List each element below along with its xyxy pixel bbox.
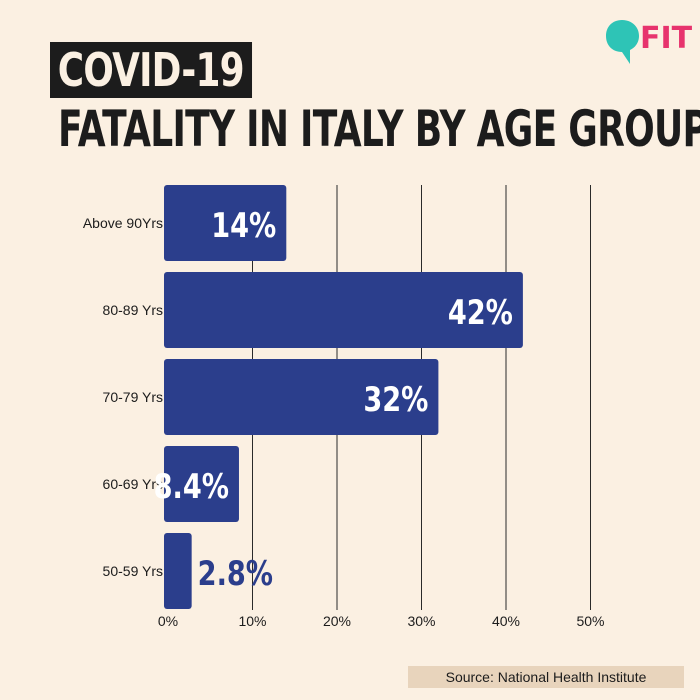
source-note: Source: National Health Institute xyxy=(408,666,684,688)
category-label: Above 90Yrs xyxy=(83,215,163,231)
category-label: 80-89 Yrs xyxy=(103,302,163,318)
category-label: 50-59 Yrs xyxy=(103,563,163,579)
x-tick-label: 50% xyxy=(576,613,604,629)
bar-value-label: 32% xyxy=(363,380,428,420)
x-tick-label: 30% xyxy=(407,613,435,629)
bar xyxy=(164,272,523,348)
bar xyxy=(164,359,439,435)
brand-logo: FIT xyxy=(604,16,692,68)
category-label: 60-69 Yrs xyxy=(103,476,163,492)
x-tick-label: 40% xyxy=(492,613,520,629)
bar xyxy=(164,446,239,522)
x-tick-label: 20% xyxy=(323,613,351,629)
x-tick-label: 10% xyxy=(238,613,266,629)
logo-text: FIT xyxy=(640,21,693,56)
chart-title-line-1: COVID-19 xyxy=(50,42,252,98)
bar xyxy=(164,185,287,261)
bar-value-label: 14% xyxy=(211,206,276,246)
chart-title-line-2: FATALITY IN ITALY BY AGE GROUP xyxy=(58,100,700,158)
bar-value-label: 42% xyxy=(448,293,513,333)
category-label: 70-79 Yrs xyxy=(103,389,163,405)
x-tick-label: 0% xyxy=(158,613,178,629)
bar-value-label: 2.8% xyxy=(198,554,273,594)
bar-value-label: 8.4% xyxy=(154,467,229,507)
chat-bubble-icon xyxy=(606,20,639,64)
bar xyxy=(164,533,192,609)
